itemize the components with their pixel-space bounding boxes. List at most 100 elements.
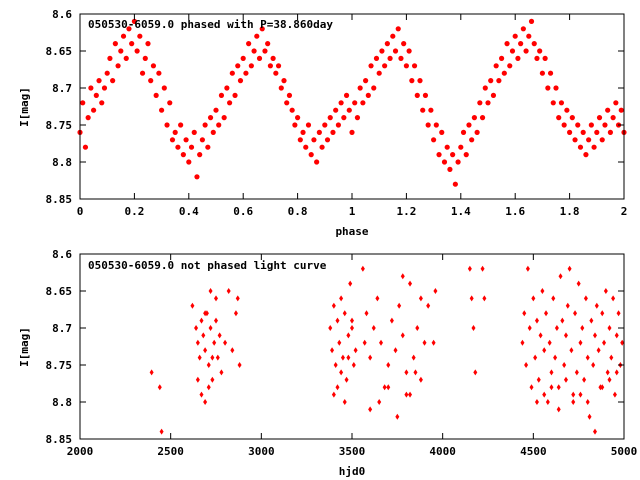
data-point: [330, 129, 336, 135]
data-point: [562, 362, 567, 368]
data-point: [350, 325, 354, 331]
data-point: [284, 100, 290, 106]
data-point: [208, 288, 213, 294]
data-point: [129, 41, 135, 47]
data-point: [213, 107, 219, 113]
data-point: [482, 295, 487, 302]
data-point: [368, 406, 373, 413]
data-point: [554, 325, 559, 331]
data-point: [203, 310, 208, 317]
y-tick-label: 8.6: [52, 248, 72, 261]
data-point: [207, 115, 214, 121]
data-point: [441, 159, 448, 165]
data-point: [576, 280, 581, 287]
data-point: [118, 48, 124, 54]
data-point: [591, 362, 596, 368]
data-point: [408, 280, 413, 287]
data-point: [223, 339, 228, 346]
data-point: [469, 295, 474, 302]
data-point: [371, 325, 376, 331]
data-point: [573, 310, 578, 317]
data-point: [406, 48, 412, 54]
data-point: [614, 332, 619, 339]
data-point: [537, 48, 543, 54]
data-point: [243, 70, 249, 76]
data-point: [522, 310, 527, 317]
data-point: [346, 332, 351, 339]
data-point: [469, 137, 475, 143]
data-point: [520, 339, 525, 346]
data-point: [620, 339, 625, 346]
data-point: [403, 63, 409, 69]
data-point: [199, 391, 204, 398]
data-point: [585, 354, 590, 361]
data-point: [531, 295, 536, 302]
data-point: [512, 33, 518, 39]
data-point: [227, 100, 233, 106]
data-point: [605, 107, 611, 113]
data-point: [270, 55, 276, 62]
data-point: [190, 302, 195, 309]
data-point: [286, 92, 293, 98]
data-point: [322, 122, 328, 128]
data-point: [319, 144, 325, 150]
data-point: [413, 369, 418, 376]
data-point: [585, 399, 590, 405]
data-point: [420, 107, 426, 113]
data-point: [262, 48, 268, 54]
data-point: [408, 391, 413, 398]
data-point: [365, 92, 371, 98]
data-point: [545, 399, 550, 405]
data-point: [558, 100, 565, 106]
data-point: [534, 317, 539, 324]
x-tick-label: 2: [621, 205, 628, 218]
phased-plot-frame: [79, 13, 625, 200]
data-point: [137, 33, 143, 39]
data-point: [156, 70, 162, 76]
data-point: [477, 100, 483, 106]
data-point: [273, 70, 279, 76]
data-point: [599, 137, 605, 143]
data-point: [256, 55, 263, 62]
data-point: [417, 78, 423, 84]
data-point: [397, 302, 402, 309]
y-tick-label: 8.7: [52, 322, 72, 335]
data-point: [251, 48, 257, 54]
data-point: [544, 310, 549, 317]
data-point: [308, 152, 314, 158]
data-point: [115, 63, 121, 69]
data-point: [542, 391, 547, 398]
data-point: [591, 144, 597, 150]
data-point: [311, 137, 317, 143]
data-point: [235, 63, 241, 69]
data-point: [379, 339, 384, 346]
data-point: [431, 339, 436, 346]
data-point: [342, 310, 347, 317]
data-point: [426, 302, 431, 309]
data-point: [210, 354, 215, 361]
data-point: [529, 384, 534, 391]
data-point: [578, 391, 583, 398]
raw-light-curve-panel: 2000 2500 3000 3500 4000 4500 5000 8.6 8.65 8.7 8.…: [18, 248, 637, 478]
data-point: [433, 288, 438, 294]
data-point: [553, 354, 558, 361]
data-point: [488, 78, 494, 84]
data-point: [431, 137, 437, 143]
data-point: [199, 137, 205, 143]
data-point: [203, 347, 208, 354]
data-point: [93, 92, 99, 98]
data-point: [450, 152, 456, 158]
data-point: [563, 332, 568, 339]
data-point: [382, 63, 388, 69]
data-point: [206, 384, 211, 391]
data-point: [569, 347, 574, 354]
data-point: [613, 100, 619, 106]
data-point: [180, 152, 186, 158]
data-point: [232, 92, 238, 98]
data-point: [607, 129, 614, 135]
data-point: [618, 107, 624, 113]
data-point: [379, 48, 385, 54]
data-point: [164, 122, 170, 128]
y-tick-label: 8.8: [52, 156, 72, 169]
